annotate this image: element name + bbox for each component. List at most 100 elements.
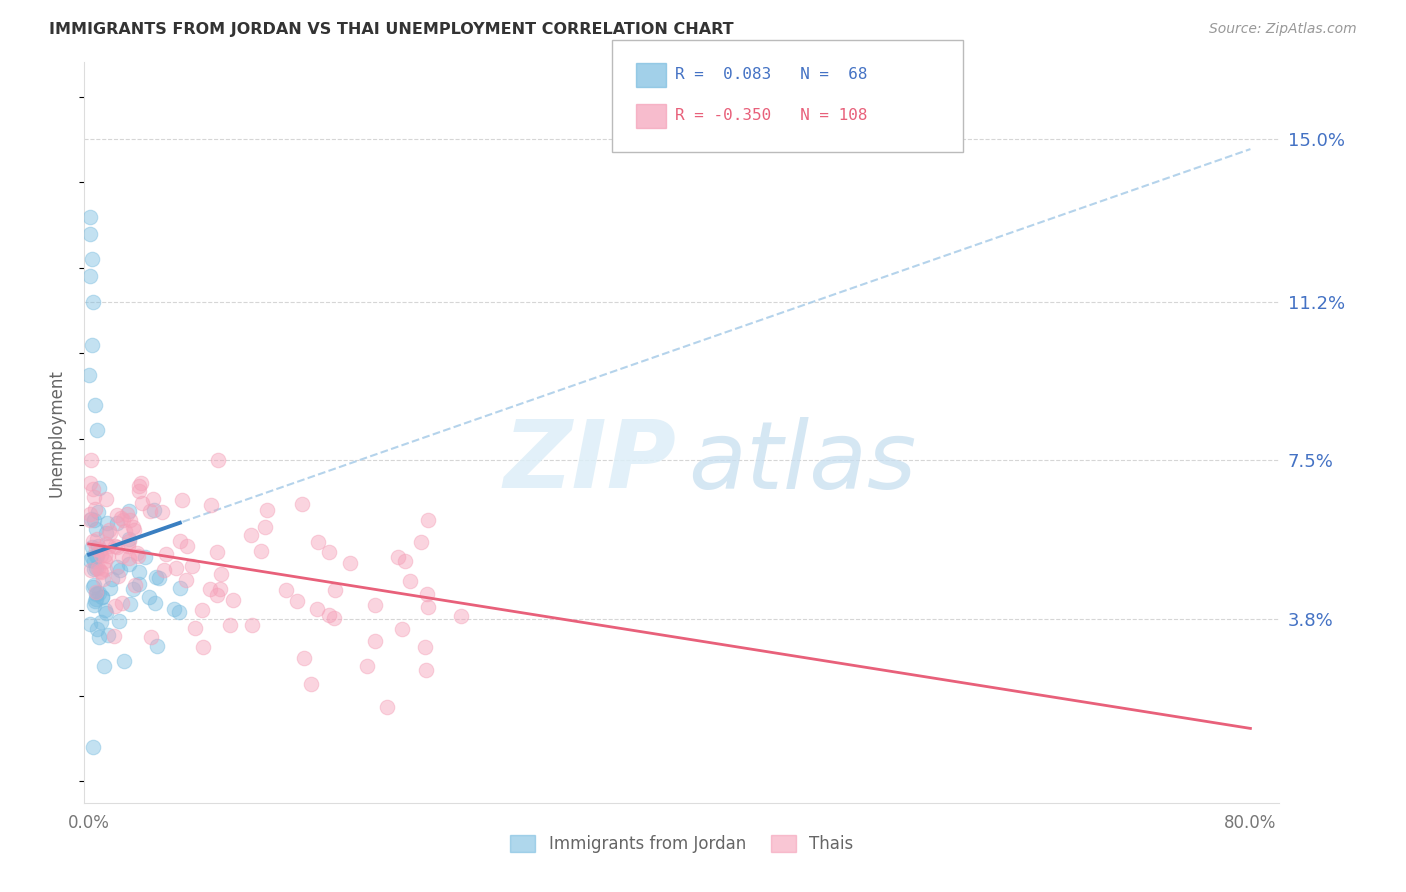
Point <box>127 546 149 560</box>
Point <box>80 453 103 467</box>
Point <box>80 563 103 577</box>
Point <box>150 505 173 519</box>
Point <box>84 398 107 412</box>
Point <box>129 475 152 490</box>
Point <box>86 532 108 546</box>
Point <box>104 599 127 613</box>
Point <box>416 600 439 615</box>
Point <box>94 548 117 562</box>
Point <box>167 605 190 619</box>
Point <box>450 609 472 624</box>
Point <box>94 607 117 621</box>
Point <box>87 481 110 495</box>
Point <box>176 539 198 553</box>
Point <box>142 491 165 506</box>
Point <box>91 572 114 586</box>
Point <box>104 539 127 553</box>
Point <box>97 540 120 554</box>
Point <box>170 492 193 507</box>
Point <box>134 550 156 565</box>
Text: R =  0.083   N =  68: R = 0.083 N = 68 <box>675 68 868 82</box>
Point <box>117 539 139 553</box>
Point <box>118 504 141 518</box>
Point <box>111 549 134 563</box>
Text: R = -0.350   N = 108: R = -0.350 N = 108 <box>675 109 868 123</box>
Point <box>122 582 145 596</box>
Point <box>87 630 110 644</box>
Point <box>96 537 118 551</box>
Point <box>190 603 212 617</box>
Point <box>139 630 162 644</box>
Legend: Immigrants from Jordan, Thais: Immigrants from Jordan, Thais <box>502 826 862 861</box>
Point <box>82 533 104 548</box>
Point <box>86 623 108 637</box>
Point <box>79 507 101 521</box>
Point <box>128 576 150 591</box>
Point <box>93 562 115 576</box>
Point <box>94 492 117 507</box>
Point <box>82 580 104 594</box>
Point <box>103 629 125 643</box>
Point <box>105 540 128 554</box>
Point <box>415 663 437 677</box>
Point <box>105 559 128 574</box>
Point <box>84 587 107 601</box>
Text: Source: ZipAtlas.com: Source: ZipAtlas.com <box>1209 22 1357 37</box>
Point <box>143 596 166 610</box>
Point <box>83 490 105 504</box>
Point <box>93 659 115 673</box>
Point <box>128 479 150 493</box>
Point <box>148 571 170 585</box>
Point <box>391 623 413 637</box>
Point <box>84 549 107 563</box>
Point <box>118 512 141 526</box>
Point <box>375 700 398 714</box>
Point <box>87 561 110 575</box>
Point <box>96 516 118 531</box>
Point <box>121 520 143 534</box>
Point <box>86 424 108 438</box>
Point <box>89 586 111 600</box>
Point <box>110 511 132 525</box>
Point <box>307 534 329 549</box>
Point <box>122 523 145 537</box>
Point <box>142 502 165 516</box>
Point <box>180 558 202 573</box>
Point <box>90 591 112 605</box>
Point <box>285 594 308 608</box>
Point <box>86 542 108 557</box>
Point <box>94 554 117 568</box>
Point <box>77 368 100 382</box>
Point <box>323 583 346 598</box>
Point <box>191 640 214 654</box>
Point <box>165 560 187 574</box>
Point <box>90 548 112 562</box>
Point <box>79 210 101 224</box>
Point <box>79 227 101 241</box>
Point <box>112 654 135 668</box>
Point <box>394 554 416 568</box>
Point <box>79 617 101 632</box>
Point <box>118 551 141 566</box>
Point <box>83 578 105 592</box>
Point <box>256 503 278 517</box>
Point <box>222 593 245 607</box>
Point <box>299 677 322 691</box>
Point <box>254 520 277 534</box>
Point <box>108 614 131 628</box>
Point <box>84 592 107 607</box>
Point <box>416 587 439 601</box>
Point <box>84 502 107 516</box>
Point <box>96 526 118 541</box>
Point <box>84 594 107 608</box>
Point <box>240 527 263 541</box>
Point <box>80 512 103 526</box>
Point <box>83 513 105 527</box>
Point <box>84 585 107 599</box>
Point <box>86 549 108 563</box>
Point <box>114 524 136 538</box>
Point <box>89 543 111 558</box>
Point <box>209 567 232 582</box>
Point <box>105 508 128 522</box>
Point <box>318 545 340 559</box>
